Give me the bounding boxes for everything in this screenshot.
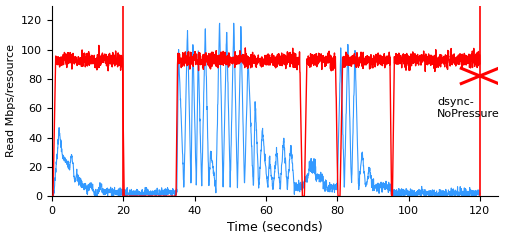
- Text: dsync-
NoPressure: dsync- NoPressure: [437, 97, 500, 119]
- Y-axis label: Read Mbps/resource: Read Mbps/resource: [6, 44, 15, 157]
- X-axis label: Time (seconds): Time (seconds): [227, 222, 323, 234]
